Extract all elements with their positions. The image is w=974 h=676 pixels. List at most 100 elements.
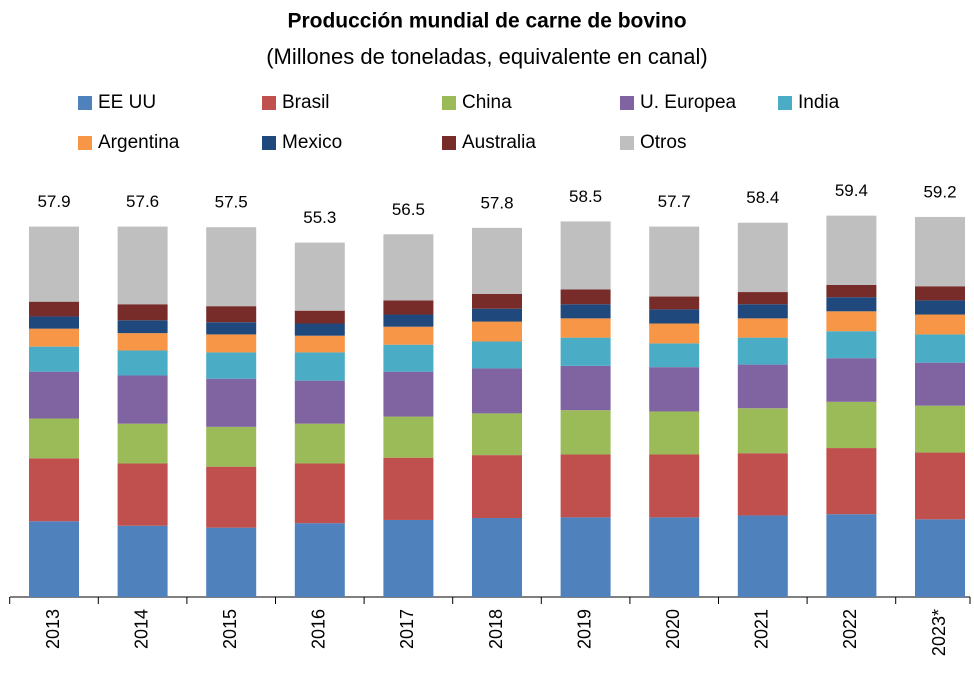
legend-swatch <box>78 136 92 150</box>
x-tick-label: 2019 <box>574 609 594 649</box>
bar-segment <box>206 352 257 379</box>
bar-segment <box>206 527 257 597</box>
bar-segment <box>915 334 965 363</box>
legend-label: EE UU <box>98 92 156 113</box>
bar-segment <box>649 454 700 518</box>
bar-segment <box>560 454 611 518</box>
bar-segment <box>117 226 168 305</box>
bar-segment <box>206 466 257 528</box>
x-tick-label: 2021 <box>752 609 772 649</box>
bar-segment <box>915 300 965 315</box>
bar-segment <box>29 371 79 419</box>
legend-swatch <box>262 96 276 110</box>
bar-segment <box>206 378 257 427</box>
total-label: 59.2 <box>923 182 956 201</box>
x-tick-label: 2016 <box>309 609 329 649</box>
total-label: 59.4 <box>835 181 868 200</box>
bar-segment <box>915 362 965 406</box>
bar-segment <box>383 371 434 417</box>
bar-segment <box>383 234 434 301</box>
bar-segment <box>826 297 877 312</box>
bar-segment <box>117 463 168 526</box>
bar-segment <box>915 216 965 287</box>
bar-segment <box>29 521 79 597</box>
bar-segment <box>472 341 522 369</box>
total-label: 55.3 <box>303 208 336 227</box>
x-tick-label: 2020 <box>663 609 683 649</box>
bar-segment <box>29 328 79 347</box>
total-label: 57.5 <box>215 193 248 212</box>
bar-segment <box>383 416 434 458</box>
bar-segment <box>472 308 522 322</box>
bar-segment <box>649 309 700 324</box>
bar-segment <box>29 226 79 302</box>
legend-label: Australia <box>462 132 536 153</box>
bar-segment <box>737 318 788 338</box>
bar-segment <box>737 364 788 409</box>
bar-segment <box>383 457 434 520</box>
x-tick-label: 2022 <box>840 609 860 649</box>
total-label: 58.5 <box>569 187 602 206</box>
x-tick-label: 2014 <box>131 609 151 649</box>
bar-segment <box>294 523 345 597</box>
bar-segment <box>383 344 434 372</box>
bar-segment <box>472 321 522 342</box>
x-tick-label: 2015 <box>220 609 240 649</box>
total-label: 56.5 <box>392 200 425 219</box>
bar-segment <box>383 314 434 327</box>
bar-segment <box>472 518 522 597</box>
legend-label: Brasil <box>282 92 330 113</box>
bar-segment <box>915 405 965 453</box>
bar-segment <box>737 408 788 454</box>
legend-swatch <box>442 136 456 150</box>
bar-segment <box>472 293 522 309</box>
bar-segment <box>472 227 522 294</box>
bar-segment <box>294 380 345 424</box>
bar-segment <box>826 401 877 449</box>
total-label: 57.7 <box>658 192 691 211</box>
bar-segment <box>826 215 877 285</box>
bar-segment <box>826 358 877 402</box>
legend-swatch <box>442 96 456 110</box>
bar-segment <box>117 350 168 376</box>
bar-segment <box>117 423 168 464</box>
bar-segment <box>294 463 345 524</box>
bar-segment <box>472 455 522 519</box>
legend-swatch <box>620 136 634 150</box>
bar-segment <box>560 410 611 455</box>
legend-swatch <box>262 136 276 150</box>
bar-segment <box>383 519 434 597</box>
legend-label: India <box>798 92 840 113</box>
bar-segment <box>29 458 79 522</box>
bar-segment <box>649 323 700 344</box>
chart-title: Producción mundial de carne de bovino <box>287 10 686 33</box>
bar-segment <box>206 322 257 335</box>
bar-segment <box>206 426 257 467</box>
bar-segment <box>117 525 168 597</box>
total-label: 57.6 <box>126 192 159 211</box>
bar-segment <box>915 519 965 597</box>
bar-segment <box>560 517 611 597</box>
bar-segment <box>649 411 700 455</box>
bar-segment <box>29 316 79 329</box>
bar-segment <box>737 304 788 319</box>
bar-segment <box>560 304 611 319</box>
legend-label: Mexico <box>282 132 342 153</box>
bar-segment <box>826 514 877 597</box>
bar-segment <box>649 367 700 412</box>
bar-segment <box>472 368 522 414</box>
bar-segment <box>206 227 257 307</box>
bar-segment <box>826 284 877 298</box>
bar-segment <box>649 226 700 297</box>
bar-segment <box>294 310 345 324</box>
bar-segment <box>206 334 257 353</box>
bar-segment <box>560 221 611 290</box>
bar-segment <box>29 346 79 372</box>
bar-segment <box>737 453 788 516</box>
bar-segment <box>294 423 345 464</box>
bar-segment <box>737 515 788 597</box>
bar-segment <box>117 333 168 351</box>
legend-label: China <box>462 92 512 113</box>
bar-segment <box>117 320 168 334</box>
bar-segment <box>649 296 700 310</box>
